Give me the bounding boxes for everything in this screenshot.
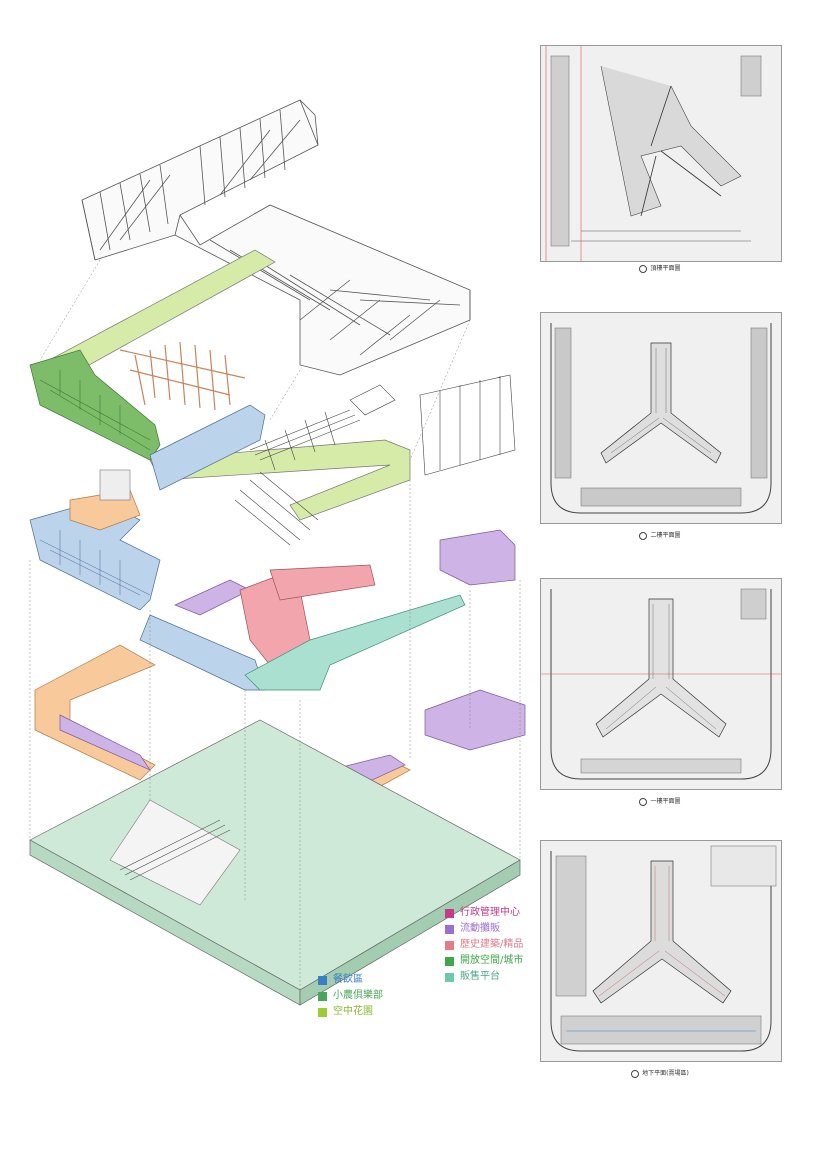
plan-caption-first: 一樓平面圖 xyxy=(540,796,780,806)
plan-caption-roof: 頂樓平面圖 xyxy=(540,263,780,273)
plan-caption-basement: 地下平面(賣場區) xyxy=(540,1068,780,1078)
legend-label: 流動攤販 xyxy=(460,923,500,934)
steel-deck-structures xyxy=(234,374,516,546)
projection-lines xyxy=(29,259,521,990)
legend-item-mobile-vendors: 流動攤販 xyxy=(445,921,523,937)
plan-caption-second: 二樓平面圖 xyxy=(540,530,780,540)
legend-item-historic-building: 歷史建築/精品 xyxy=(445,937,523,953)
legend-item-open-space: 開放空間/城市 xyxy=(445,953,523,969)
legend-item-sky-garden: 空中花園 xyxy=(318,1004,383,1020)
plan-title: 頂樓平面圖 xyxy=(650,265,681,272)
legend-label: 空中花園 xyxy=(333,1006,373,1017)
legend-swatch xyxy=(445,924,454,934)
floor-plan-basement xyxy=(540,840,782,1062)
legend-label: 開放空間/城市 xyxy=(460,955,524,966)
legend-item-sales-platform: 販售平台 xyxy=(445,969,523,985)
north-arrow-icon xyxy=(639,531,648,540)
legend-item-dining: 餐飲區 xyxy=(318,972,383,988)
middle-level xyxy=(174,529,516,691)
north-arrow-icon xyxy=(639,797,648,806)
sky-garden-level xyxy=(29,249,411,521)
orange-block-upper xyxy=(69,469,141,531)
roof-truss-structure xyxy=(81,99,471,376)
legend-swatch xyxy=(318,1007,327,1017)
floor-plan-roof xyxy=(540,45,782,262)
legend-swatch xyxy=(318,991,327,1001)
ground-plinth xyxy=(29,719,521,1006)
legend-label: 歷史建築/精品 xyxy=(460,939,524,950)
legend-left: 餐飲區 小農俱樂部 空中花園 xyxy=(318,972,383,1020)
legend-swatch xyxy=(445,908,454,918)
legend-swatch xyxy=(445,972,454,982)
legend-swatch xyxy=(445,956,454,966)
floor-plan-first xyxy=(540,578,782,790)
legend-label: 餐飲區 xyxy=(333,974,363,985)
floor-plan-second xyxy=(540,312,782,524)
legend-label: 行政管理中心 xyxy=(460,907,520,918)
legend-label: 販售平台 xyxy=(460,971,500,982)
legend-label: 小農俱樂部 xyxy=(333,990,383,1001)
dining-area-level xyxy=(29,404,266,691)
north-arrow-icon xyxy=(631,1069,640,1078)
plan-title: 一樓平面圖 xyxy=(650,798,681,805)
legend-item-admin-center: 行政管理中心 xyxy=(445,905,523,921)
legend-item-farmers-club: 小農俱樂部 xyxy=(318,988,383,1004)
legend-right: 行政管理中心 流動攤販 歷史建築/精品 開放空間/城市 販售平台 xyxy=(445,905,523,985)
legend-swatch xyxy=(445,940,454,950)
legend-swatch xyxy=(318,975,327,985)
plan-title: 二樓平面圖 xyxy=(650,532,681,539)
timber-truss xyxy=(119,341,246,411)
exploded-axonometric-diagram xyxy=(29,99,526,1006)
north-arrow-icon xyxy=(639,264,648,273)
plan-title: 地下平面(賣場區) xyxy=(642,1070,689,1077)
